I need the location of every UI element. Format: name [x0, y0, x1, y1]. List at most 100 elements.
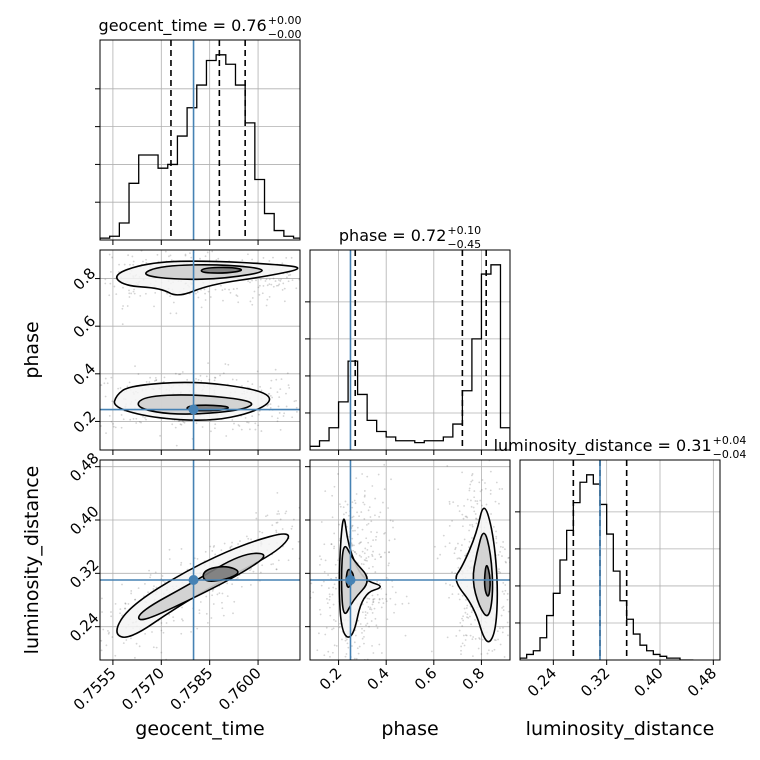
scatter-point — [177, 420, 180, 423]
scatter-point — [271, 524, 274, 527]
scatter-point — [366, 601, 368, 604]
scatter-point — [504, 673, 506, 675]
scatter-point — [499, 643, 502, 646]
scatter-point — [335, 587, 337, 590]
scatter-point — [487, 649, 490, 652]
scatter-point — [484, 487, 487, 490]
scatter-point — [268, 295, 271, 298]
scatter-point — [220, 284, 222, 287]
scatter-point — [401, 602, 404, 605]
panel-title: phase = 0.72 +0.10−0.45 — [339, 224, 481, 251]
scatter-point — [218, 247, 220, 249]
scatter-point — [503, 656, 506, 658]
scatter-point — [351, 665, 353, 667]
scatter-point — [267, 403, 270, 406]
scatter-point — [108, 253, 111, 256]
scatter-point — [132, 260, 135, 263]
scatter-point — [67, 401, 69, 403]
scatter-point — [211, 594, 214, 597]
scatter-point — [127, 603, 130, 605]
scatter-point — [262, 257, 265, 259]
scatter-point — [181, 606, 183, 609]
scatter-point — [465, 598, 467, 601]
scatter-point — [259, 278, 262, 281]
title-main: phase = 0.72 — [339, 226, 446, 245]
scatter-point — [471, 709, 473, 711]
scatter-point — [34, 419, 36, 421]
scatter-point — [351, 501, 354, 504]
scatter-point — [356, 283, 358, 285]
scatter-point — [255, 517, 258, 520]
scatter-point — [258, 293, 261, 296]
scatter-point — [307, 276, 309, 278]
scatter-point — [361, 528, 364, 531]
scatter-point — [491, 650, 494, 652]
scatter-point — [44, 399, 46, 401]
scatter-point — [378, 582, 381, 585]
scatter-point — [360, 541, 362, 544]
scatter-point — [360, 511, 363, 513]
scatter-point — [444, 545, 447, 548]
scatter-point — [308, 254, 310, 256]
scatter-point — [258, 410, 261, 412]
scatter-point — [241, 259, 244, 262]
scatter-point — [331, 593, 334, 596]
scatter-point — [213, 544, 216, 547]
scatter-point — [257, 413, 260, 416]
scatter-point — [337, 559, 339, 562]
scatter-point — [149, 576, 151, 579]
scatter-point — [480, 489, 483, 491]
scatter-point — [196, 558, 199, 560]
scatter-point — [305, 642, 307, 644]
scatter-point — [122, 286, 124, 289]
scatter-point — [498, 488, 501, 490]
scatter-point — [181, 420, 184, 422]
scatter-point — [390, 478, 392, 481]
scatter-point — [269, 406, 272, 409]
scatter-point — [344, 655, 347, 658]
scatter-point — [198, 609, 201, 612]
x-tick-label: 0.4 — [363, 664, 393, 694]
scatter-point — [327, 650, 330, 653]
scatter-point — [96, 271, 98, 273]
scatter-point — [501, 590, 504, 593]
scatter-point — [247, 380, 249, 383]
scatter-point — [347, 691, 349, 693]
scatter-point — [307, 286, 309, 288]
scatter-point — [375, 535, 378, 538]
scatter-point — [209, 296, 212, 298]
scatter-point — [69, 270, 71, 272]
x-tick-label: 0.8 — [459, 664, 489, 694]
scatter-point — [287, 384, 290, 387]
scatter-point — [42, 692, 44, 694]
scatter-point — [338, 523, 341, 526]
scatter-point — [468, 546, 470, 549]
scatter-point — [330, 543, 333, 545]
scatter-point — [470, 480, 473, 483]
scatter-point — [359, 623, 362, 625]
scatter-point — [380, 555, 383, 558]
scatter-point — [457, 593, 460, 595]
scatter-point — [367, 522, 370, 525]
scatter-point — [351, 645, 353, 647]
scatter-point — [104, 278, 107, 281]
scatter-point — [311, 522, 313, 524]
scatter-point — [222, 299, 224, 302]
scatter-point — [280, 378, 283, 381]
scatter-point — [453, 710, 455, 712]
scatter-point — [357, 619, 360, 622]
scatter-point — [279, 280, 282, 282]
scatter-point — [181, 371, 184, 373]
scatter-point — [502, 541, 505, 543]
scatter-point — [366, 312, 368, 314]
scatter-point — [115, 293, 118, 296]
scatter-point — [502, 609, 505, 612]
scatter-point — [295, 399, 297, 402]
scatter-point — [226, 582, 229, 585]
scatter-point — [470, 474, 473, 477]
scatter-point — [102, 628, 105, 631]
scatter-point — [275, 284, 278, 287]
scatter-point — [465, 515, 468, 518]
scatter-point — [128, 292, 131, 295]
histogram-step — [100, 54, 300, 240]
